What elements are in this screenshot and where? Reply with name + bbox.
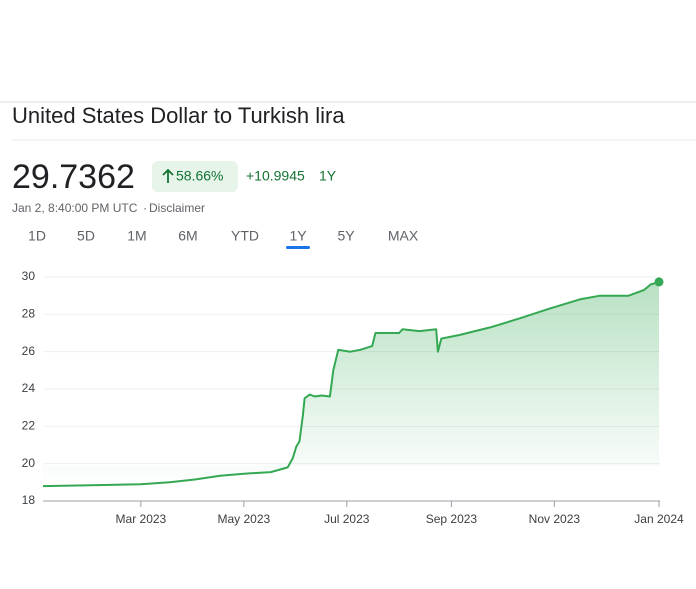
title: United States Dollar to Turkish lira <box>12 103 345 128</box>
x-tick-label: Mar 2023 <box>116 512 167 526</box>
change-badge <box>152 161 238 192</box>
range-tab[interactable]: 5Y <box>337 228 355 244</box>
timestamp: Jan 2, 8:40:00 PM UTC <box>12 201 138 215</box>
x-tick-label: Jan 2024 <box>634 512 684 526</box>
area <box>43 281 659 487</box>
price: 29.7362 <box>12 158 135 196</box>
x-tick-label: Nov 2023 <box>529 512 581 526</box>
y-tick-label: 24 <box>22 381 36 395</box>
separator: · <box>143 201 147 215</box>
x-tick-label: Sep 2023 <box>426 512 478 526</box>
range-tab[interactable]: 1M <box>127 228 146 244</box>
x-tick-label: May 2023 <box>217 512 270 526</box>
y-tick-label: 20 <box>22 456 36 470</box>
range-tab[interactable]: 1D <box>28 228 46 244</box>
y-tick-label: 18 <box>22 493 36 507</box>
x-tick-label: Jul 2023 <box>324 512 370 526</box>
change: +10.9945 <box>246 168 305 184</box>
line <box>42 280 660 488</box>
tab-underline <box>286 246 310 249</box>
period: 1Y <box>319 168 337 184</box>
y-tick-label: 28 <box>22 307 36 321</box>
up-arrow <box>162 168 174 183</box>
range-tab[interactable]: YTD <box>231 228 259 244</box>
range-tab[interactable]: 1Y <box>289 228 307 244</box>
range-tab[interactable]: MAX <box>388 228 419 244</box>
y-tick-label: 22 <box>22 419 36 433</box>
top-shadow <box>0 101 696 103</box>
range-tab[interactable]: 5D <box>77 228 95 244</box>
change-percent: 58.66% <box>176 168 223 184</box>
y-tick-label: 26 <box>22 344 36 358</box>
end-point <box>654 277 664 287</box>
y-tick-label: 30 <box>22 269 36 283</box>
range-tab[interactable]: 6M <box>178 228 197 244</box>
chart: 18 20 22 24 26 28 30 Mar 2023 May 2023 Jul 2023 Se… <box>22 269 684 526</box>
range-tabs: 1D 5D 1M 6M YTD 1Y 5Y MAX <box>28 228 419 249</box>
disclaimer[interactable]: Disclaimer <box>149 201 205 215</box>
